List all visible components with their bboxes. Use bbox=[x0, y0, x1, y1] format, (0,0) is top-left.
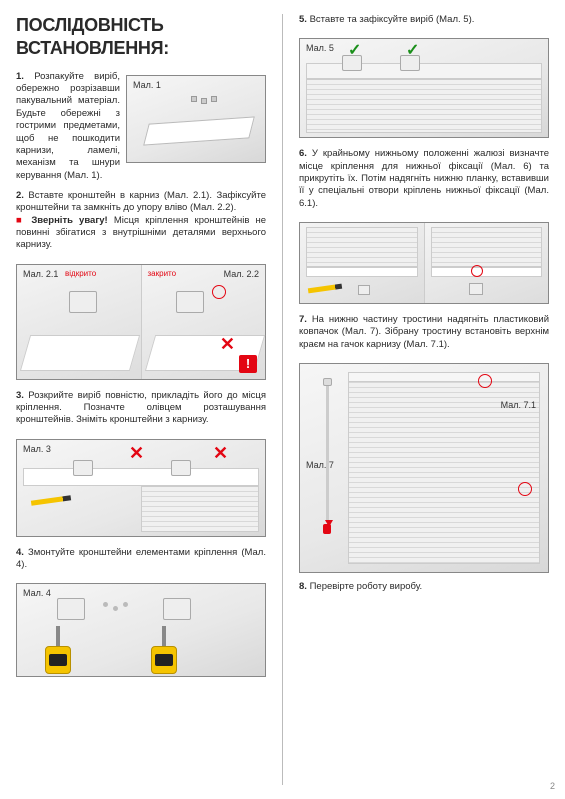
step-5: 5. Вставте та зафіксуйте виріб (Мал. 5). bbox=[299, 14, 549, 26]
hook-circle-2 bbox=[518, 482, 532, 496]
figure-1: Мал. 1 bbox=[126, 75, 266, 163]
closed-label: закрито bbox=[148, 269, 177, 279]
rail-3 bbox=[23, 468, 259, 486]
blinds-5 bbox=[306, 79, 542, 133]
figure-2-1: Мал. 2.1 відкрито bbox=[17, 265, 142, 379]
pencil-3 bbox=[31, 495, 71, 506]
step-2-text: 2. Вставте кронштейн в карниз (Мал. 2.1)… bbox=[16, 190, 266, 215]
step-5-text: 5. Вставте та зафіксуйте виріб (Мал. 5). bbox=[299, 14, 549, 26]
bracket-3b bbox=[171, 460, 191, 476]
figure-2-2-label: Мал. 2.2 bbox=[224, 269, 259, 281]
step-8-text: 8. Перевірте роботу виробу. bbox=[299, 581, 549, 593]
figure-6-right: Мал. 6.1 bbox=[425, 223, 549, 303]
drill-4a bbox=[45, 626, 75, 674]
figure-7: Мал. 7.1 Мал. 7 bbox=[299, 363, 549, 573]
blinds-6-1 bbox=[431, 227, 543, 267]
page-number: 2 bbox=[550, 781, 555, 793]
clip-6-1 bbox=[469, 283, 483, 295]
wand-top bbox=[323, 378, 332, 386]
x-mark-3b: ✕ bbox=[213, 442, 228, 465]
figure-6-left: Мал. 6 bbox=[300, 223, 425, 303]
instruction-page: ПОСЛІДОВНІСТЬ ВСТАНОВЛЕННЯ: 1. Розпакуйт… bbox=[0, 0, 565, 799]
figure-2: Мал. 2.1 відкрито закрито Мал. 2.2 ! ✕ bbox=[16, 264, 266, 380]
bracket-3a bbox=[73, 460, 93, 476]
step-8: 8. Перевірте роботу виробу. bbox=[299, 581, 549, 593]
step-2: 2. Вставте кронштейн в карниз (Мал. 2.1)… bbox=[16, 190, 266, 252]
figure-2-2: закрито Мал. 2.2 ! ✕ bbox=[142, 265, 266, 379]
arrow-up-icon bbox=[325, 520, 333, 527]
warning-icon: ! bbox=[239, 355, 257, 373]
parts-cluster bbox=[191, 96, 231, 112]
check-5b: ✓ bbox=[406, 41, 419, 62]
insert-arrow bbox=[471, 265, 483, 277]
fasteners bbox=[103, 602, 131, 622]
rail-shape bbox=[143, 116, 255, 145]
clip-6 bbox=[358, 285, 370, 295]
open-label: відкрито bbox=[65, 269, 96, 279]
step-1: 1. Розпакуйте виріб, обережно розрізавши… bbox=[16, 71, 266, 182]
figure-4-label: Мал. 4 bbox=[23, 588, 51, 600]
step-2-warning: ■ Зверніть увагу! Місця кріплення кроншт… bbox=[16, 215, 266, 252]
page-title: ПОСЛІДОВНІСТЬ ВСТАНОВЛЕННЯ: bbox=[16, 14, 266, 61]
step-3-text: 3. Розкрийте виріб повністю, прикладіть … bbox=[16, 390, 266, 427]
bracket-closed bbox=[176, 291, 204, 313]
figure-3-label: Мал. 3 bbox=[23, 444, 51, 456]
hook-circle-1 bbox=[478, 374, 492, 388]
figure-2-1-label: Мал. 2.1 bbox=[23, 269, 58, 281]
x-mark-3a: ✕ bbox=[129, 442, 144, 465]
blinds-3 bbox=[141, 486, 259, 532]
step-7: 7. На нижню частину тростини надягніть п… bbox=[299, 314, 549, 351]
top-rail-7 bbox=[348, 372, 540, 382]
step-6: 6. У крайньому нижньому положенні жалюзі… bbox=[299, 148, 549, 210]
step-4: 4. Змонтуйте кронштейни елементами кріпл… bbox=[16, 547, 266, 572]
figure-7-label: Мал. 7 bbox=[306, 460, 334, 472]
figure-7-1-label: Мал. 7.1 bbox=[501, 400, 536, 412]
figure-6: Мал. 6 Мал. 6.1 bbox=[299, 222, 549, 304]
step-4-text: 4. Змонтуйте кронштейни елементами кріпл… bbox=[16, 547, 266, 572]
pencil-6 bbox=[308, 284, 342, 294]
bottom-rail-6 bbox=[306, 267, 418, 277]
rail-2-1 bbox=[20, 335, 140, 371]
step-6-text: 6. У крайньому нижньому положенні жалюзі… bbox=[299, 148, 549, 210]
step-1-text: 1. Розпакуйте виріб, обережно розрізавши… bbox=[16, 71, 120, 182]
bottom-rail-6-1 bbox=[431, 267, 543, 277]
x-mark-2: ✕ bbox=[220, 333, 235, 356]
check-5a: ✓ bbox=[348, 41, 361, 62]
drill-4b bbox=[151, 626, 181, 674]
figure-3: Мал. 3 ✕ ✕ bbox=[16, 439, 266, 537]
step-3: 3. Розкрийте виріб повністю, прикладіть … bbox=[16, 390, 266, 427]
bracket-4a bbox=[57, 598, 85, 620]
bracket-open bbox=[69, 291, 97, 313]
wand bbox=[326, 384, 329, 520]
figure-4: Мал. 4 bbox=[16, 583, 266, 677]
column-divider bbox=[282, 14, 283, 785]
figure-5-label: Мал. 5 bbox=[306, 43, 334, 55]
figure-5: Мал. 5 ✓ ✓ bbox=[299, 38, 549, 138]
left-column: ПОСЛІДОВНІСТЬ ВСТАНОВЛЕННЯ: 1. Розпакуйт… bbox=[16, 14, 266, 785]
right-column: 5. Вставте та зафіксуйте виріб (Мал. 5).… bbox=[299, 14, 549, 785]
blinds-6 bbox=[306, 227, 418, 267]
lock-arrow bbox=[212, 285, 226, 299]
step-7-text: 7. На нижню частину тростини надягніть п… bbox=[299, 314, 549, 351]
figure-1-label: Мал. 1 bbox=[133, 80, 161, 92]
bracket-4b bbox=[163, 598, 191, 620]
